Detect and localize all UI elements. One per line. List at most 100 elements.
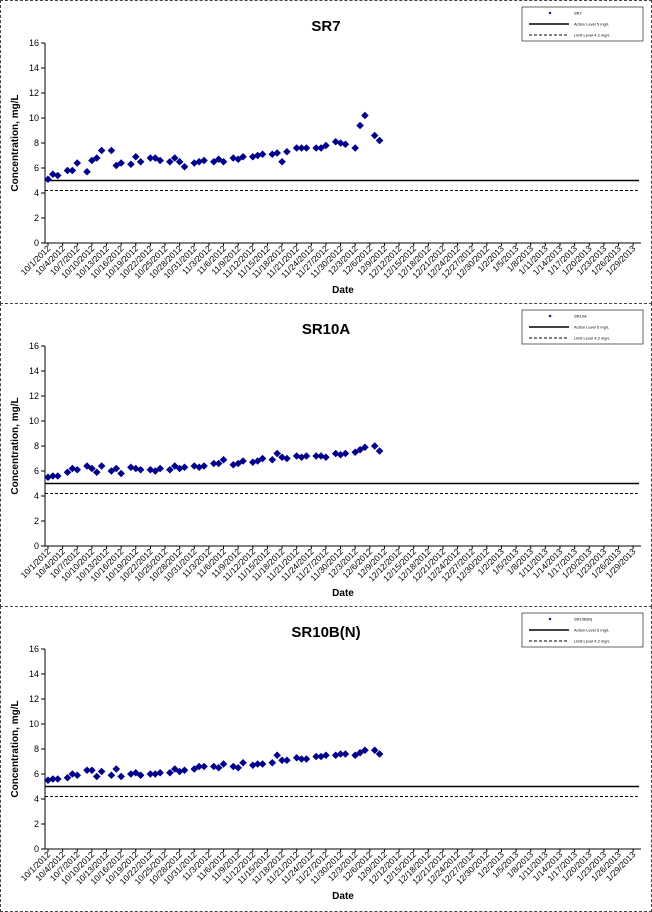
data-point bbox=[92, 468, 101, 477]
y-tick-label: 8 bbox=[34, 744, 39, 754]
chart-panel-1: SR10A SR10A Action Level 5 mg/L Limit Level… bbox=[0, 303, 652, 607]
data-point bbox=[239, 758, 247, 767]
y-tick-label: 16 bbox=[29, 644, 39, 654]
data-point bbox=[63, 468, 72, 477]
chart-panel-2: SR10B(N) SR10B(N) Action Level 5 mg/L Limit… bbox=[0, 606, 652, 912]
data-point bbox=[239, 457, 247, 465]
data-point bbox=[156, 464, 164, 473]
data-point bbox=[117, 772, 125, 781]
y-tick-label: 2 bbox=[34, 213, 39, 223]
data-point bbox=[341, 140, 350, 149]
y-tick-label: 4 bbox=[34, 491, 39, 501]
data-point bbox=[297, 144, 306, 152]
data-point bbox=[370, 442, 379, 450]
data-point bbox=[302, 452, 311, 460]
data-point bbox=[219, 455, 228, 464]
data-point bbox=[283, 454, 291, 463]
data-point bbox=[97, 146, 106, 155]
legend-marker-diamond bbox=[548, 11, 552, 15]
x-axis-label: Date bbox=[332, 285, 354, 296]
data-point bbox=[200, 462, 208, 470]
data-point bbox=[180, 162, 189, 171]
x-axis-label: Date bbox=[332, 588, 354, 599]
data-point bbox=[200, 762, 208, 771]
data-point bbox=[63, 166, 72, 175]
y-tick-label: 4 bbox=[34, 188, 39, 198]
legend: SR10B(N) Action Level 5 mg/L Limit Level 4… bbox=[521, 612, 644, 648]
data-point bbox=[297, 453, 306, 462]
data-point bbox=[356, 445, 364, 454]
data-point bbox=[370, 131, 379, 140]
data-point bbox=[268, 150, 277, 159]
legend-label-0: SR10B(N) bbox=[574, 617, 593, 622]
y-tick-label: 4 bbox=[34, 794, 39, 804]
data-point bbox=[170, 154, 179, 162]
y-tick-label: 12 bbox=[29, 694, 39, 704]
legend-label-1: Action Level 5 mg/L bbox=[574, 22, 610, 27]
data-point bbox=[361, 111, 369, 120]
data-point bbox=[131, 152, 140, 161]
legend-label-2: Limit Level 4.2 mg/L bbox=[574, 336, 611, 341]
data-point bbox=[175, 157, 184, 166]
data-point bbox=[258, 454, 267, 463]
data-point bbox=[351, 144, 359, 152]
data-point bbox=[166, 465, 174, 474]
data-point bbox=[283, 147, 291, 156]
y-tick-label: 10 bbox=[29, 113, 39, 123]
y-tick-label: 16 bbox=[29, 341, 39, 351]
data-point bbox=[127, 160, 135, 169]
y-axis-label: Concentration, mg/L bbox=[10, 94, 21, 191]
data-point bbox=[356, 121, 364, 130]
legend-label-0: SR10A bbox=[574, 314, 587, 319]
data-point bbox=[219, 157, 228, 166]
data-point bbox=[117, 159, 125, 167]
data-point bbox=[214, 459, 223, 468]
data-point bbox=[278, 157, 286, 166]
data-point bbox=[44, 175, 52, 184]
data-point bbox=[73, 465, 82, 474]
y-tick-label: 8 bbox=[34, 441, 39, 451]
data-point bbox=[166, 157, 174, 166]
data-point bbox=[209, 459, 218, 468]
data-point bbox=[258, 150, 267, 159]
data-point bbox=[331, 137, 340, 146]
y-tick-label: 0 bbox=[34, 238, 39, 248]
data-point bbox=[112, 765, 121, 773]
data-point bbox=[92, 154, 101, 162]
data-point bbox=[341, 449, 350, 458]
y-tick-label: 8 bbox=[34, 138, 39, 148]
y-tick-label: 14 bbox=[29, 669, 39, 679]
data-point bbox=[146, 154, 155, 162]
data-point bbox=[283, 756, 291, 765]
data-point bbox=[361, 443, 369, 452]
data-point bbox=[268, 455, 277, 464]
legend: SR7 Action Level 5 mg/L Limit Level 4.2 mg… bbox=[521, 6, 644, 42]
data-point bbox=[92, 772, 101, 781]
chart-title: SR10A bbox=[302, 321, 351, 338]
data-point bbox=[302, 755, 311, 763]
data-point bbox=[49, 472, 57, 480]
data-point bbox=[107, 146, 116, 155]
data-point bbox=[117, 469, 125, 478]
legend-label-2: Limit Level 4.2 mg/L bbox=[574, 33, 611, 38]
chart-svg: SR10B(N) SR10B(N) Action Level 5 mg/L Limit… bbox=[10, 612, 644, 902]
y-tick-label: 6 bbox=[34, 163, 39, 173]
chart-title: SR7 bbox=[311, 18, 340, 35]
data-point bbox=[375, 447, 384, 455]
chart-svg: SR10A SR10A Action Level 5 mg/L Limit Level… bbox=[10, 309, 644, 599]
data-point bbox=[107, 771, 116, 780]
y-tick-label: 14 bbox=[29, 366, 39, 376]
data-point bbox=[136, 157, 145, 166]
data-point bbox=[268, 758, 277, 767]
data-point bbox=[302, 144, 311, 152]
data-point bbox=[312, 452, 320, 460]
data-point bbox=[273, 149, 281, 157]
data-point bbox=[258, 760, 267, 768]
chart-title: SR10B(N) bbox=[291, 624, 360, 641]
legend-box bbox=[521, 309, 644, 345]
data-point bbox=[136, 465, 145, 474]
data-point bbox=[53, 171, 62, 180]
y-axis-label: Concentration, mg/L bbox=[10, 397, 21, 494]
y-tick-label: 14 bbox=[29, 63, 39, 73]
legend-label-0: SR7 bbox=[574, 11, 583, 16]
